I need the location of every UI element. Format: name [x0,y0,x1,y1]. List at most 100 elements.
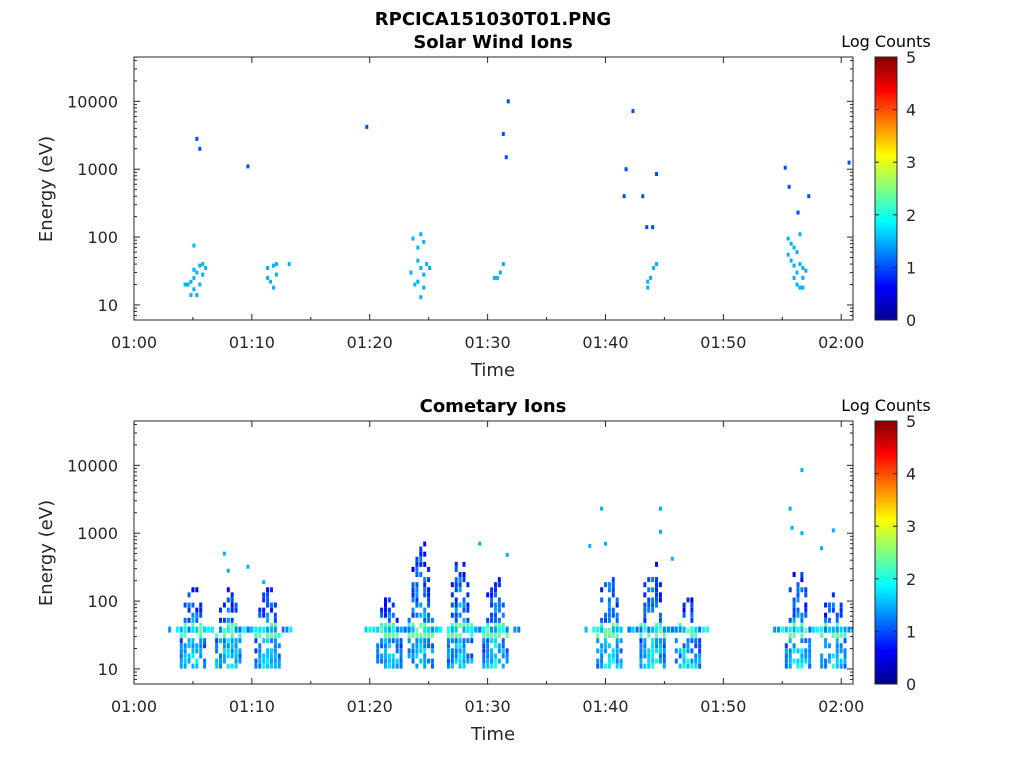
data-cell [497,577,501,583]
data-cell [415,602,419,608]
data-cell [607,643,611,649]
data-cell [658,617,662,623]
data-cell [411,607,415,613]
data-cell [827,626,831,633]
data-cell [662,648,666,654]
data-cell [458,638,462,644]
data-cell [800,577,804,583]
data-cell [407,626,411,633]
data-cell [646,279,650,284]
data-cell [505,648,509,654]
data-cell [383,648,387,654]
data-cell [647,648,651,654]
data-cell [254,648,258,654]
data-cell [427,577,431,583]
axis-ticks: 01:00 01:10 01:20 01:30 01:40 01:50 02:00 10 100… [67,421,864,716]
data-cell [238,653,242,659]
data-cell [191,648,195,654]
data-cell [219,653,223,659]
data-cell [639,633,643,639]
solar-wind-panel: Solar Wind Ions 01:00 01:10 01:20 01:30 01:4… [36,32,931,381]
data-cell [493,638,497,644]
data-cell [430,643,434,649]
data-cell [682,663,686,669]
data-cell [258,653,262,659]
data-cell [796,607,800,613]
data-cell [611,626,615,633]
data-cell [658,638,662,644]
data-cell [831,592,835,598]
data-cell [690,617,694,623]
x-tick-label: 02:00 [818,697,864,716]
data-cell [230,638,234,644]
data-cell [647,587,651,593]
data-cell [694,658,698,664]
x-axis-label: Time [470,360,515,381]
data-cell [690,612,694,618]
data-cell [619,626,623,633]
data-cell [655,171,659,176]
data-cell [435,626,439,633]
data-cell [843,648,847,654]
data-cell [466,638,470,644]
colorbar-tick-label: 3 [906,153,916,172]
data-cell [784,648,788,654]
data-cell [792,602,796,608]
data-cell [168,626,172,633]
data-cell [395,648,399,654]
data-cell [831,663,835,669]
data-cell [607,617,611,623]
data-cell [454,633,458,639]
data-cell [230,617,234,623]
data-cell [246,164,250,169]
data-cell [800,648,804,654]
data-cell [266,638,270,644]
data-cell [458,582,462,588]
data-cell [788,658,792,664]
data-cell [427,658,431,664]
data-cell [815,626,819,633]
data-cell [198,146,202,151]
data-cell [199,612,203,618]
data-cell [482,653,486,659]
data-cell [824,612,828,618]
data-cell [262,580,266,585]
data-cell [215,658,219,664]
data-cell [191,602,195,608]
data-cell [804,602,808,608]
data-cell [470,638,474,644]
data-cell [266,626,270,633]
data-cell [454,643,458,649]
data-cell [458,572,462,578]
data-cell [234,663,238,669]
data-cell [391,653,395,659]
data-cell [804,628,808,634]
data-cell [254,626,258,633]
data-cell [376,658,380,664]
data-cell [462,663,466,669]
data-cell [798,262,802,267]
data-cell [486,638,490,644]
data-cell [486,643,490,649]
data-cell [800,617,804,623]
data-cell [383,597,387,603]
data-cell [596,658,600,664]
data-cell [179,658,183,664]
data-cell [647,663,651,669]
data-cell [490,653,494,659]
data-cell [254,663,258,669]
data-cell [222,658,226,664]
x-tick-label: 01:30 [465,333,511,352]
data-cell [824,658,828,664]
data-cell [615,658,619,664]
data-cell [419,658,423,664]
data-cell [824,638,828,644]
data-cell [262,607,266,613]
data-cell [686,658,690,664]
data-cell [189,279,193,284]
data-cell [262,612,266,618]
data-cell [415,612,419,618]
data-cell [419,546,423,552]
data-cell [395,617,399,623]
data-cell [804,658,808,664]
